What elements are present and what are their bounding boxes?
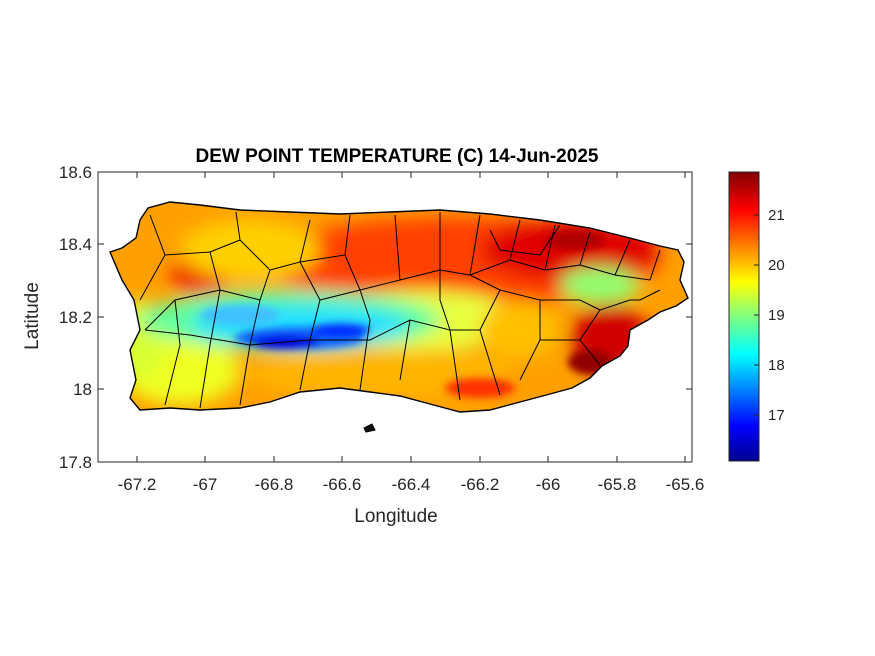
y-tick-label: 18: [73, 380, 92, 399]
x-tick-label: -66.4: [392, 475, 431, 494]
x-tick-label: -66.2: [461, 475, 500, 494]
x-tick-label: -66.6: [323, 475, 362, 494]
x-axis: -67.2 -67 -66.8 -66.6 -66.4 -66.2 -66 -6…: [118, 172, 705, 527]
chart-title: DEW POINT TEMPERATURE (C) 14-Jun-2025: [196, 146, 599, 167]
small-island-caja-de-muertos: [363, 423, 376, 433]
x-tick-label: -67.2: [118, 475, 157, 494]
x-axis-label: Longitude: [354, 506, 437, 527]
colorbar-tick-label: 18: [768, 357, 785, 374]
y-axis: 18.6 18.4 18.2 18 17.8 Latitude: [22, 163, 692, 472]
x-tick-label: -65.8: [598, 475, 637, 494]
y-tick-label: 18.2: [59, 308, 92, 327]
colorbar-tick-label: 20: [768, 257, 785, 274]
municipality-boundaries: [139, 211, 661, 409]
colorbar-tick-label: 19: [768, 307, 785, 324]
colorbar-tick-label: 17: [768, 407, 785, 424]
colorbar: 21 20 19 18 17: [728, 171, 785, 462]
y-tick-label: 18.6: [59, 163, 92, 182]
colorbar-gradient: [728, 171, 760, 462]
x-tick-label: -65.6: [666, 475, 705, 494]
y-tick-label: 18.4: [59, 235, 92, 254]
dew-point-field: [110, 202, 688, 412]
y-tick-label: 17.8: [59, 453, 92, 472]
x-tick-label: -66.8: [255, 475, 294, 494]
y-axis-label: Latitude: [22, 282, 43, 350]
colorbar-tick-label: 21: [768, 207, 785, 224]
x-tick-label: -67: [193, 475, 218, 494]
x-tick-label: -66: [536, 475, 561, 494]
